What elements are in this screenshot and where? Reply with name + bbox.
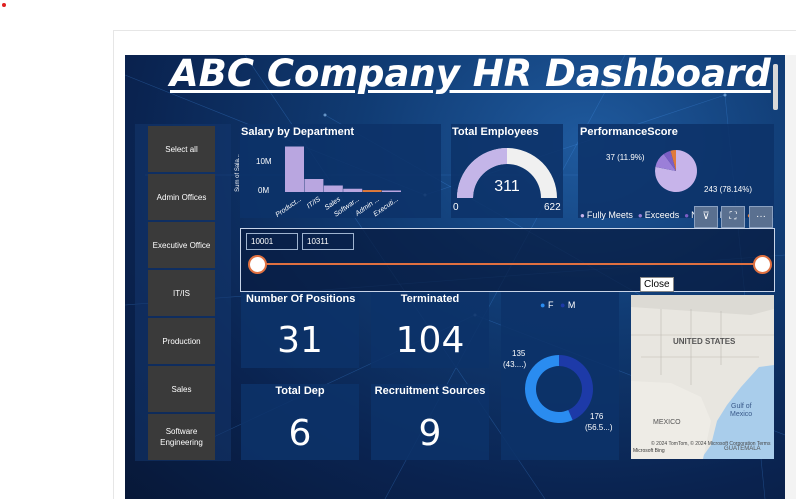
recruit-value: 9 [418,413,442,454]
recruit-title: Recruitment Sources [374,385,486,397]
slider-track [256,263,761,265]
map-label-guatemala: GUATEMALA [724,446,761,452]
performance-label-large: 243 (78.14%) [704,185,753,194]
slicer-item[interactable]: Software Engineering [148,414,215,460]
map-label-country: UNITED STATES [673,337,736,346]
terminated-card[interactable] [371,292,489,368]
scrollbar-thumb[interactable] [773,64,778,110]
slider-handle-low[interactable] [248,255,267,274]
employees-min: 0 [453,202,459,213]
dep-title: Total Dep [275,385,325,397]
legend-dot: ● [580,211,585,220]
slicer-item[interactable]: Admin Offices [148,174,215,220]
salary-bar [362,190,382,192]
employees-title: Total Employees [452,126,539,138]
focus-mode-icon[interactable]: ⛶ [721,206,745,228]
legend-label: Fully Meets [586,210,633,220]
range-high-input[interactable]: 10311 [302,233,354,250]
performance-title: PerformanceScore [580,126,678,138]
performance-pie [655,150,697,192]
close-tooltip[interactable]: Close [640,277,674,292]
slicer-item[interactable]: Production [148,318,215,364]
employees-value: 311 [494,178,520,195]
positions-value: 31 [277,320,323,361]
legend-f-dot: ● [540,300,546,310]
gender-donut [525,355,593,423]
range-low-input[interactable]: 10001 [246,233,298,250]
positions-card[interactable] [241,292,359,368]
performance-slice [655,153,676,171]
map-label-gulf-1: Gulf of [731,403,752,410]
employees-gauge [457,148,557,198]
terminated-value: 104 [395,320,465,361]
positions-title: Number Of Positions [246,293,356,305]
range-slicer [240,228,775,292]
salary-card[interactable] [240,124,441,218]
legend-m-label: M [567,300,576,310]
performance-slice [663,150,676,171]
frame-border-top [113,30,796,31]
salary-ytick-10m: 10M [256,157,272,166]
slicer-item[interactable]: Sales [148,366,215,412]
page-right-edge [785,55,796,499]
salary-bar [343,188,363,192]
gender-legend: ● F ● M [540,300,575,310]
salary-bar [323,185,343,192]
legend-dot: ● [684,211,690,220]
salary-bar [382,190,401,192]
salary-ytick-0m: 0M [258,186,270,195]
more-options-icon[interactable]: ··· [749,206,773,228]
map-copyright: © 2024 TomTom, © 2024 Microsoft Corporat… [651,441,771,447]
salary-bar [285,146,304,192]
dep-card[interactable] [241,384,359,460]
gender-card[interactable] [501,292,619,460]
map-bing-logo: Microsoft Bing [633,448,665,454]
legend-dot: ● [637,211,643,220]
gender-slice [559,355,593,421]
gauge-fill [457,148,507,198]
gender-slice [525,355,573,423]
gender-label-f: 135 [512,349,526,358]
employees-max: 622 [544,202,561,213]
status-dot [2,3,6,7]
filter-icon[interactable]: ⊽ [694,206,718,228]
legend-f-label: F [547,300,554,310]
map-label-gulf-2: Mexico [730,411,753,418]
performance-slice [670,150,676,171]
slicer-item[interactable]: IT/IS [148,270,215,316]
slicer-item[interactable]: Executive Office [148,222,215,268]
legend-label: Exceeds [644,210,680,220]
performance-label-small: 37 (11.9%) [606,153,645,162]
page-title: ABC Company HR Dashboard [170,52,771,95]
salary-bar [304,179,324,192]
salary-bar-chart [285,146,401,192]
map-label-mexico: MEXICO [653,419,681,426]
slicer-item[interactable]: Select all [148,126,215,172]
gender-label-m: 176 [590,412,604,421]
map-shapes [631,295,774,459]
salary-title: Salary by Department [241,126,355,138]
legend-m-dot: ● [559,300,566,310]
gender-label-f-pct: (43....) [503,360,527,369]
slider-handle-high[interactable] [753,255,772,274]
dep-value: 6 [288,413,312,454]
gender-label-m-pct: (56.5...) [585,423,613,432]
recruit-card[interactable] [371,384,489,460]
map-visual[interactable]: UNITED STATES Gulf of Mexico MEXICO GUAT… [631,295,774,459]
terminated-title: Terminated [400,293,460,305]
frame-border-left [113,30,114,499]
